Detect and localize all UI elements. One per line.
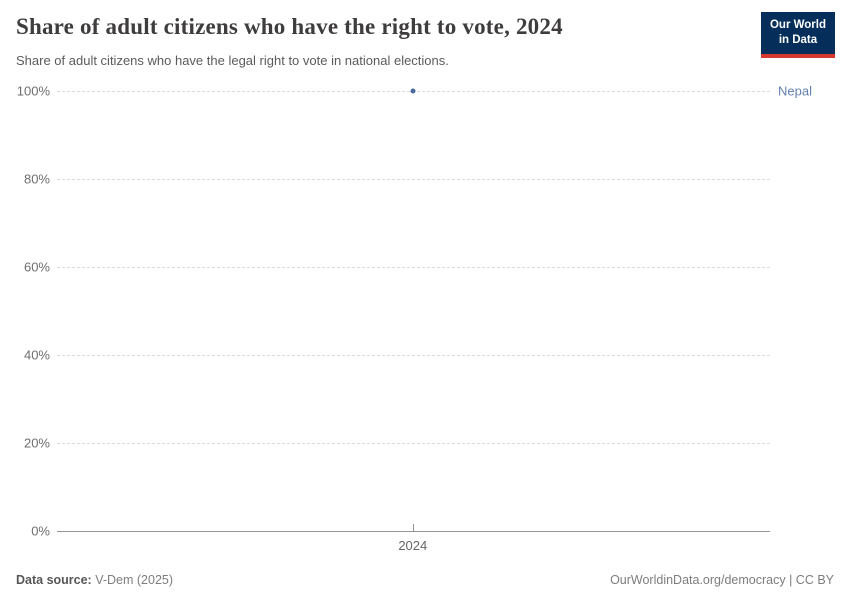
chart-title: Share of adult citizens who have the rig…: [16, 14, 563, 39]
y-tick-label-60%: 60%: [23, 259, 50, 275]
plot-area: 2024 Nepal: [57, 84, 812, 553]
gridline-20%: [57, 443, 770, 444]
x-tick-label-2024: 2024: [398, 538, 428, 553]
y-tick-label-40%: 40%: [23, 347, 50, 363]
entity-label-nepal[interactable]: Nepal: [778, 83, 812, 99]
x-tick-2024: [412, 524, 414, 531]
chart-footer: Data source: V-Dem (2025) OurWorldinData…: [16, 573, 834, 587]
y-tick-label-80%: 80%: [23, 171, 50, 187]
y-axis-labels: 0% 20% 40% 60% 80% 100%: [0, 84, 50, 539]
x-axis-line: [57, 531, 770, 532]
y-tick-label-100%: 100%: [16, 83, 50, 99]
data-source-label: Data source:: [16, 573, 92, 587]
owid-logo-line2: in Data: [778, 33, 818, 46]
data-point-nepal[interactable]: [410, 88, 416, 94]
gridline-40%: [57, 355, 770, 356]
data-source-value: V-Dem (2025): [95, 573, 174, 587]
gridline-60%: [57, 267, 770, 268]
gridline-80%: [57, 179, 770, 180]
data-source: Data source: V-Dem (2025): [16, 573, 173, 587]
y-tick-label-0%: 0%: [31, 523, 50, 539]
license-note: OurWorldinData.org/democracy | CC BY: [610, 573, 834, 587]
chart-subtitle: Share of adult citizens who have the leg…: [16, 53, 449, 68]
owid-logo-line1: Our World: [769, 19, 826, 31]
owid-logo[interactable]: Our World in Data: [760, 12, 835, 58]
y-tick-label-20%: 20%: [23, 435, 50, 451]
